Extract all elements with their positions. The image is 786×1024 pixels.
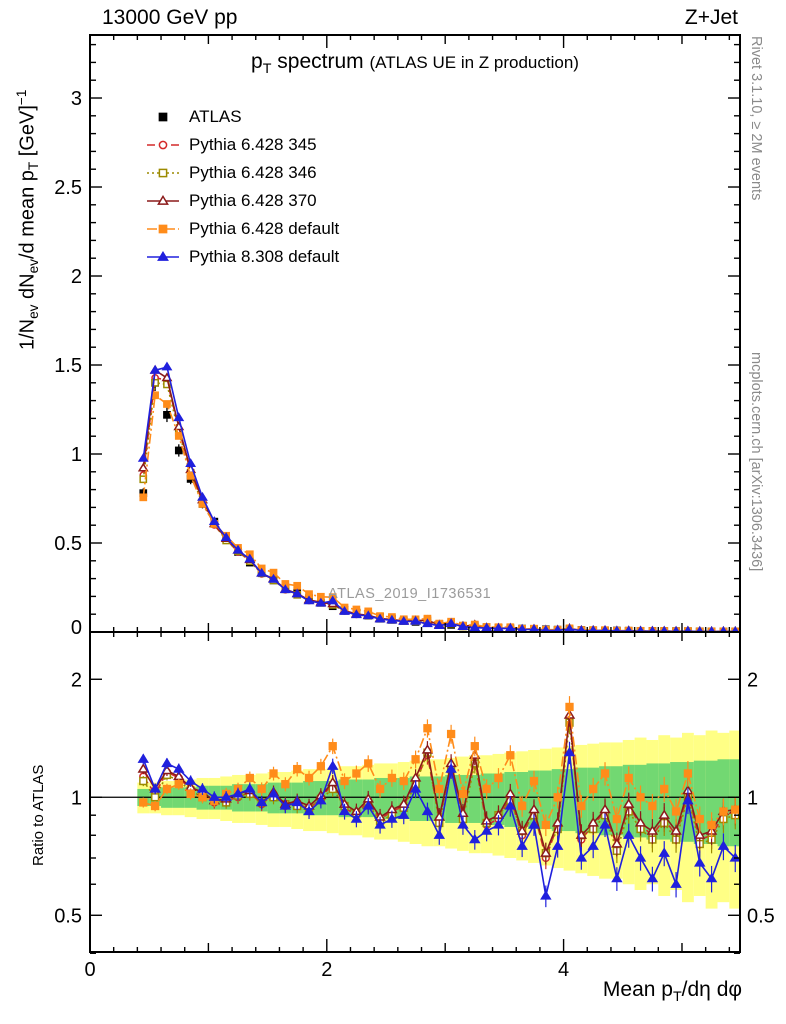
ratio-y-axis-label: Ratio to ATLAS [30,764,47,866]
legend-item-pythia6-346: Pythia 6.428 346 [146,159,339,187]
svg-text:2: 2 [71,669,82,691]
svg-text:2: 2 [747,669,758,691]
svg-text:0.5: 0.5 [54,905,82,927]
legend-marker-atlas [146,109,180,125]
legend-label: ATLAS [189,107,242,126]
legend-label: Pythia 6.428 345 [189,135,317,154]
legend-marker-pythia6-345 [146,137,180,153]
legend-item-atlas: ATLAS [146,103,339,131]
svg-text:2: 2 [71,266,82,288]
main-y-axis-label: 1/Nev dNev/d mean pT [GeV]−1 [14,89,42,350]
legend-label: Pythia 6.428 346 [189,163,317,182]
legend-label: Pythia 6.428 370 [189,191,317,210]
legend-item-pythia6-345: Pythia 6.428 345 [146,131,339,159]
legend-marker-pythia6-346 [146,165,180,181]
svg-text:3: 3 [71,88,82,110]
beam-energy-label: 13000 GeV pp [102,6,238,29]
analysis-id-watermark: ATLAS_2019_I1736531 [328,586,492,602]
plot-title: pT spectrum (ATLAS UE in Z production) [251,50,579,77]
svg-text:1.5: 1.5 [54,355,82,377]
svg-text:0.5: 0.5 [747,905,775,927]
legend-label: Pythia 8.308 default [189,247,340,266]
process-label: Z+Jet [684,6,738,29]
legend-item-pythia8-default: Pythia 8.308 default [146,243,339,271]
legend-marker-pythia6-370 [146,193,180,209]
svg-text:0: 0 [84,959,95,981]
legend-item-pythia6-370: Pythia 6.428 370 [146,187,339,215]
x-axis-label: Mean pT/dη dφ [602,978,742,1005]
svg-text:0.5: 0.5 [54,533,82,555]
legend-marker-pythia8-default [146,249,180,265]
svg-text:1: 1 [71,787,82,809]
svg-text:1: 1 [747,787,758,809]
svg-text:2.5: 2.5 [54,177,82,199]
legend: ATLAS Pythia 6.428 345 Pythia 6.428 346 … [146,103,339,271]
svg-text:2: 2 [321,959,332,981]
legend-label: Pythia 6.428 default [189,219,340,238]
svg-text:1: 1 [71,444,82,466]
legend-marker-pythia6-default [146,221,180,237]
rivet-version-note: Rivet 3.1.10, ≥ 2M events [748,36,764,201]
mcplots-arxiv-note: mcplots.cern.ch [arXiv:1306.3436] [748,352,764,572]
svg-text:4: 4 [558,959,569,981]
legend-item-pythia6-default: Pythia 6.428 default [146,215,339,243]
svg-text:0: 0 [71,617,82,639]
